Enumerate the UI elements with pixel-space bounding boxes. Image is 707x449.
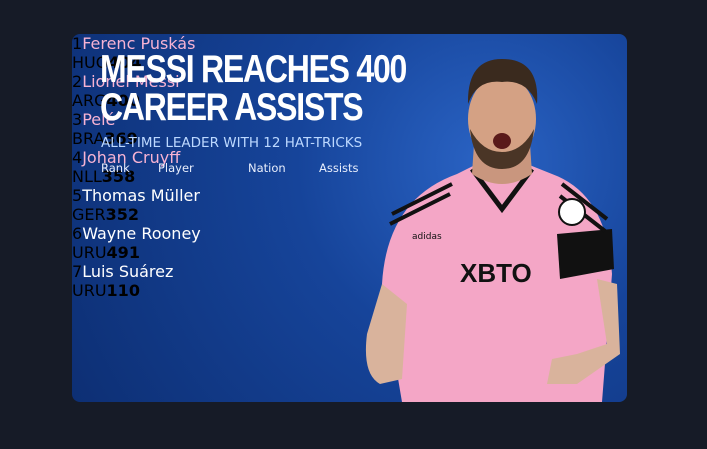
nation: ARG	[72, 91, 107, 110]
assists: 400	[106, 91, 140, 110]
player-name: Johan Cruyff	[82, 148, 181, 167]
title-line: MESSI REACHES 400	[100, 48, 407, 91]
shirt-text: XBTO	[460, 258, 532, 288]
player-name: Luis Suárez	[82, 262, 174, 281]
player-name: Ferenc Puskás	[82, 34, 196, 53]
table-row: 2Lionel Messi ARG400	[72, 72, 627, 110]
player-name: Lionel Messi	[82, 72, 180, 91]
column-header: Assists	[319, 161, 359, 175]
title-line: CAREER ASSISTS	[100, 86, 364, 129]
assists: 358	[101, 167, 136, 186]
column-header: Player	[158, 161, 194, 175]
player-name: Pelé	[82, 110, 116, 129]
nation: BRA	[72, 129, 105, 148]
subtitle: ALL-TIME LEADER WITH 12 HAT-TRICKS	[101, 135, 363, 151]
rank: 6	[72, 224, 83, 243]
assists: 369	[104, 129, 138, 148]
player-photo: XBTO adidas	[365, 59, 620, 402]
table-row: 4Johan Cruyff NLL358	[72, 148, 627, 186]
rank: 2	[72, 72, 83, 91]
assists: 491	[106, 243, 140, 262]
player-name: Thomas Müller	[82, 186, 200, 205]
column-header: Nation	[248, 161, 286, 175]
rank: 1	[72, 34, 83, 53]
card: XBTO adidas MESSI REACHES 400 CAREER ASS…	[72, 34, 627, 402]
table-row: 7Luis Suárez URU110	[72, 262, 627, 300]
assists: 352	[105, 205, 140, 224]
nation: URU	[72, 281, 107, 300]
assists: 404	[108, 53, 142, 72]
nation: GER	[72, 205, 106, 224]
player-name: Wayne Rooney	[82, 224, 201, 243]
nation: HUG	[72, 53, 109, 72]
nation: URU	[72, 243, 107, 262]
column-header: Rank	[101, 161, 130, 175]
nation: NLL	[72, 167, 102, 186]
rank: 3	[72, 110, 83, 129]
rank: 4	[72, 148, 83, 167]
brand-text: adidas	[412, 232, 442, 242]
table-row: 5Thomas Müller GER352	[72, 186, 627, 224]
rank: 7	[72, 262, 83, 281]
assists: 110	[106, 281, 140, 300]
table-row: 1Ferenc Puskás HUG404	[72, 34, 627, 72]
table-row: 6Wayne Rooney URU491	[72, 224, 627, 262]
rank: 5	[72, 186, 83, 205]
table-row: 3Pelé BRA369	[72, 110, 627, 148]
